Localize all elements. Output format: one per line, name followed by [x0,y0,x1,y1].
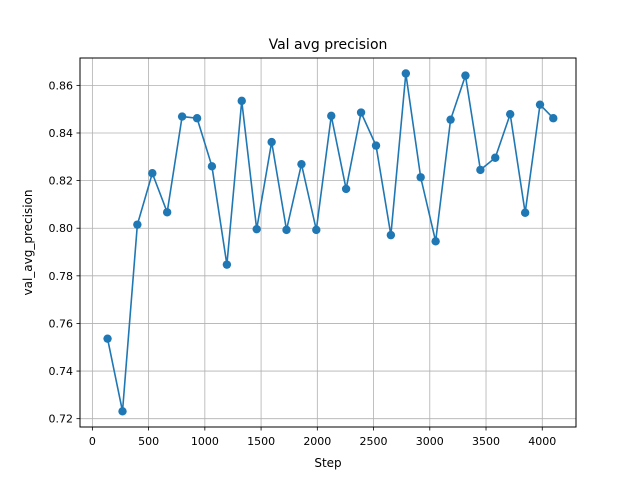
data-point [162,208,172,217]
data-point [222,260,232,269]
data-point [461,71,470,80]
y-axis-label: val_avg_precision [21,190,35,296]
data-point [103,334,112,343]
data-point [297,159,306,169]
data-point [416,173,425,182]
chart-title: Val avg precision [269,37,388,53]
data-point [207,162,217,171]
y-tick-label: 0.80 [49,222,74,235]
x-tick-label: 500 [138,435,159,448]
grid [80,58,576,427]
y-tick-label: 0.72 [49,413,74,426]
data-point [327,111,336,121]
data-point [341,184,351,194]
y-tick-label: 0.84 [49,127,74,140]
x-tick-label: 3500 [472,435,500,448]
x-tick-label: 3000 [416,435,444,448]
y-tick-label: 0.86 [49,79,74,92]
x-axis-label: Step [314,456,341,470]
y-axis-ticks: 0.72 0.74 0.76 0.78 0.80 0.82 0.84 0.86 [49,79,80,426]
y-tick-label: 0.78 [49,270,74,283]
x-axis-ticks: 0 500 1000 1500 2000 2500 3000 3500 4000 [89,427,556,448]
data-point [282,225,291,235]
data-point [401,69,411,78]
data-point [252,224,261,234]
x-tick-label: 1500 [247,435,275,448]
data-point [267,137,276,147]
x-tick-label: 4000 [528,435,556,448]
data-point [506,109,515,119]
data-point [431,237,440,246]
data-point [133,220,142,229]
y-tick-label: 0.82 [49,175,74,188]
plot-frame [79,57,577,428]
data-point [491,153,500,162]
data-point [446,115,455,124]
data-point [118,407,127,416]
x-tick-label: 0 [89,435,96,448]
data-point [476,165,485,175]
x-tick-label: 2500 [360,435,388,448]
data-point [312,225,321,235]
x-tick-label: 1000 [191,435,219,448]
data-point [356,108,366,117]
x-tick-label: 2000 [303,435,331,448]
y-tick-label: 0.74 [49,365,74,378]
series-group [103,69,558,416]
data-point [237,96,246,106]
data-point [148,169,157,178]
data-point [520,208,530,217]
data-point [371,141,381,150]
data-point [192,114,202,123]
data-point [386,230,396,240]
data-point [549,114,558,123]
data-point [177,112,187,121]
y-tick-label: 0.76 [49,317,74,330]
data-point [535,100,545,109]
